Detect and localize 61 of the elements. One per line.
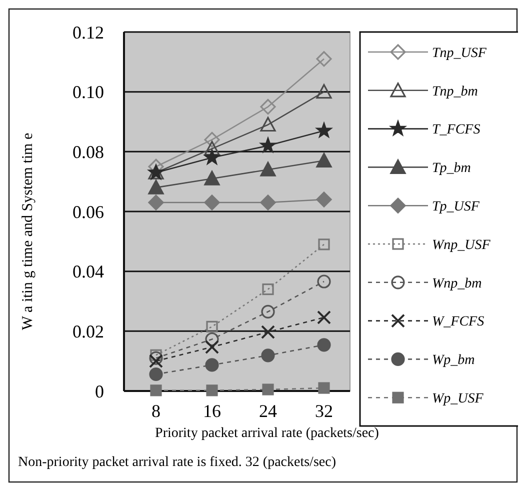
y-tick-label: 0.04 <box>72 262 104 282</box>
y-tick-label: 0.12 <box>72 22 104 42</box>
point <box>150 349 162 361</box>
y-tick-label: 0 <box>95 381 104 402</box>
point <box>260 194 276 210</box>
point <box>316 51 332 67</box>
text: Non-priority packet arrival rate is fixed. 32 (packets/sec) <box>18 455 336 470</box>
point <box>204 149 220 165</box>
y-tick-label: 0.06 <box>72 202 104 222</box>
point <box>260 98 276 115</box>
x-tick-label: 8 <box>152 401 160 421</box>
point <box>150 384 162 396</box>
point <box>204 170 220 186</box>
y-axis-title: W a itin g time and System tim e <box>20 132 36 330</box>
legend-label: Tp_bm <box>432 161 471 176</box>
point <box>206 384 218 396</box>
point <box>316 122 332 138</box>
point <box>205 332 219 346</box>
point <box>204 140 220 156</box>
point <box>316 192 332 208</box>
legend-label: Tnp_USF <box>432 46 487 61</box>
point <box>317 310 331 324</box>
point <box>316 152 332 168</box>
point <box>204 194 220 210</box>
point <box>318 238 330 250</box>
point <box>262 283 274 296</box>
x-tick-label: 24 <box>259 401 277 421</box>
point <box>260 137 276 153</box>
point <box>205 340 219 354</box>
y-tick-label: 0.10 <box>72 82 104 102</box>
point <box>318 382 330 394</box>
point <box>149 351 163 365</box>
point <box>149 367 163 382</box>
point <box>260 116 276 132</box>
legend-label: Wp_USF <box>432 392 484 406</box>
point <box>317 338 331 352</box>
legend-label: Tnp_bm <box>432 84 478 100</box>
x-tick-label: 32 <box>315 401 333 421</box>
point <box>205 358 219 372</box>
point <box>316 84 332 99</box>
legend-label: Wnp_bm <box>432 276 482 292</box>
y-tick-label: 0.08 <box>72 142 104 162</box>
y-tick-label: 0.02 <box>72 321 104 342</box>
point <box>261 304 275 319</box>
legend-label: Wnp_USF <box>432 238 491 253</box>
x-tick-label: 16 <box>203 401 221 421</box>
legend-label: T_FCFS <box>432 122 480 138</box>
x-axis-title: Priority packet arrival rate (packets/sec) <box>155 426 380 441</box>
point <box>261 325 275 340</box>
point <box>261 348 275 362</box>
point <box>148 180 164 194</box>
point <box>149 354 163 368</box>
point <box>260 162 276 176</box>
point <box>262 384 274 396</box>
legend-label: Tp_USF <box>432 200 480 214</box>
point <box>317 274 331 288</box>
point <box>206 320 218 332</box>
legend-label: Wp_bm <box>432 353 475 368</box>
point <box>148 194 164 210</box>
point <box>204 132 220 148</box>
legend-label: W_FCFS <box>432 314 484 330</box>
